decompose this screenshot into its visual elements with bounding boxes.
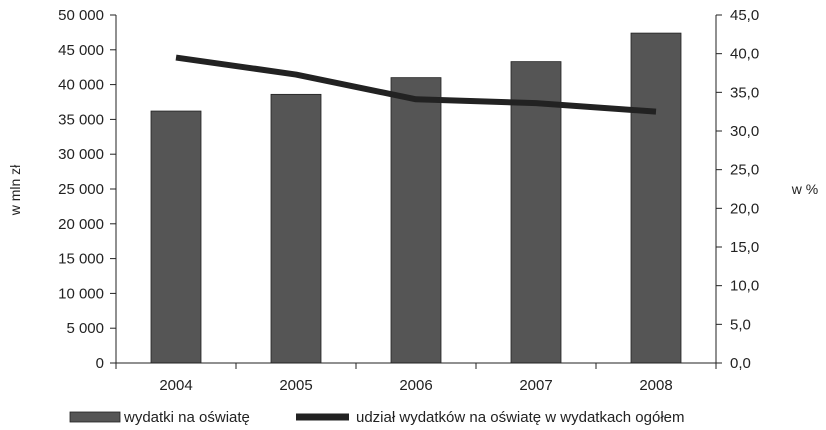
y2-tick-label: 5,0 bbox=[730, 316, 751, 333]
y2-tick-label: 25,0 bbox=[730, 162, 759, 179]
bar bbox=[630, 32, 682, 364]
legend: wydatki na oświatę udział wydatków na oś… bbox=[69, 409, 685, 426]
right-axis-title: w % bbox=[791, 181, 818, 197]
y-tick-label: 25 000 bbox=[58, 181, 104, 198]
y-tick-label: 50 000 bbox=[58, 7, 104, 24]
x-tick-label: 2008 bbox=[639, 377, 672, 394]
legend-label-bar: wydatki na oświatę bbox=[123, 409, 250, 426]
y2-tick-label: 15,0 bbox=[730, 239, 759, 256]
bar-series bbox=[150, 32, 682, 364]
bar bbox=[270, 93, 322, 364]
bar bbox=[390, 77, 442, 364]
legend-label-line: udział wydatków na oświatę w wydatkach o… bbox=[356, 409, 685, 426]
y2-tick-label: 10,0 bbox=[730, 278, 759, 295]
left-axis-ticks: 0 5 000 10 000 15 000 20 000 25 000 30 000 35 0… bbox=[58, 7, 116, 372]
y-tick-label: 40 000 bbox=[58, 77, 104, 94]
bar bbox=[150, 110, 202, 364]
x-tick-label: 2005 bbox=[279, 377, 312, 394]
y-tick-label: 20 000 bbox=[58, 216, 104, 233]
y-tick-label: 15 000 bbox=[58, 251, 104, 268]
y2-tick-label: 45,0 bbox=[730, 7, 759, 24]
x-tick-label: 2006 bbox=[399, 377, 432, 394]
y-tick-label: 30 000 bbox=[58, 146, 104, 163]
right-axis-ticks: 0,0 5,0 10,0 15,0 20,0 25,0 30,0 35,0 40,0 45,0 bbox=[716, 7, 759, 372]
x-tick-label: 2004 bbox=[159, 377, 192, 394]
y-tick-label: 45 000 bbox=[58, 42, 104, 59]
x-tick-label: 2007 bbox=[519, 377, 552, 394]
y-tick-label: 35 000 bbox=[58, 111, 104, 128]
line-series bbox=[175, 54, 657, 115]
bar bbox=[510, 61, 562, 364]
y2-tick-label: 40,0 bbox=[730, 46, 759, 63]
left-axis-title: w mln zł bbox=[7, 164, 23, 216]
axes bbox=[115, 15, 717, 364]
legend-swatch-bar bbox=[69, 411, 121, 423]
y-tick-label: 0 bbox=[96, 355, 104, 372]
y-tick-label: 10 000 bbox=[58, 285, 104, 302]
y2-tick-label: 0,0 bbox=[730, 355, 751, 372]
y2-tick-label: 30,0 bbox=[730, 123, 759, 140]
y-tick-label: 5 000 bbox=[66, 320, 104, 337]
y2-tick-label: 20,0 bbox=[730, 200, 759, 217]
x-axis-ticks: 2004 2005 2006 2007 2008 bbox=[115, 363, 717, 394]
y2-tick-label: 35,0 bbox=[730, 84, 759, 101]
